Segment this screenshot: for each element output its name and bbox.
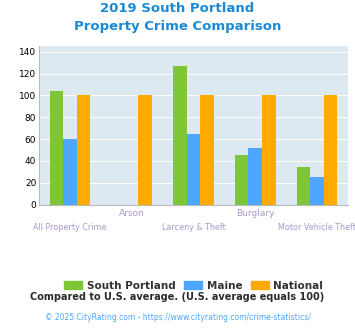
Bar — [77, 95, 90, 205]
Bar — [200, 95, 214, 205]
Bar — [173, 66, 187, 205]
Bar — [324, 95, 337, 205]
Text: Compared to U.S. average. (U.S. average equals 100): Compared to U.S. average. (U.S. average … — [31, 292, 324, 302]
Legend: South Portland, Maine, National: South Portland, Maine, National — [60, 276, 327, 295]
Text: © 2025 CityRating.com - https://www.cityrating.com/crime-statistics/: © 2025 CityRating.com - https://www.city… — [45, 314, 310, 322]
Text: Larceny & Theft: Larceny & Theft — [162, 223, 225, 232]
Text: Property Crime Comparison: Property Crime Comparison — [74, 20, 281, 33]
Bar — [235, 155, 248, 205]
Bar — [297, 167, 310, 205]
Bar — [63, 139, 77, 205]
Bar — [50, 91, 63, 205]
Bar — [187, 134, 200, 205]
Text: Motor Vehicle Theft: Motor Vehicle Theft — [278, 223, 355, 232]
Bar — [310, 177, 324, 205]
Text: All Property Crime: All Property Crime — [33, 223, 107, 232]
Bar — [262, 95, 275, 205]
Text: 2019 South Portland: 2019 South Portland — [100, 2, 255, 15]
Bar — [248, 148, 262, 205]
Bar — [138, 95, 152, 205]
